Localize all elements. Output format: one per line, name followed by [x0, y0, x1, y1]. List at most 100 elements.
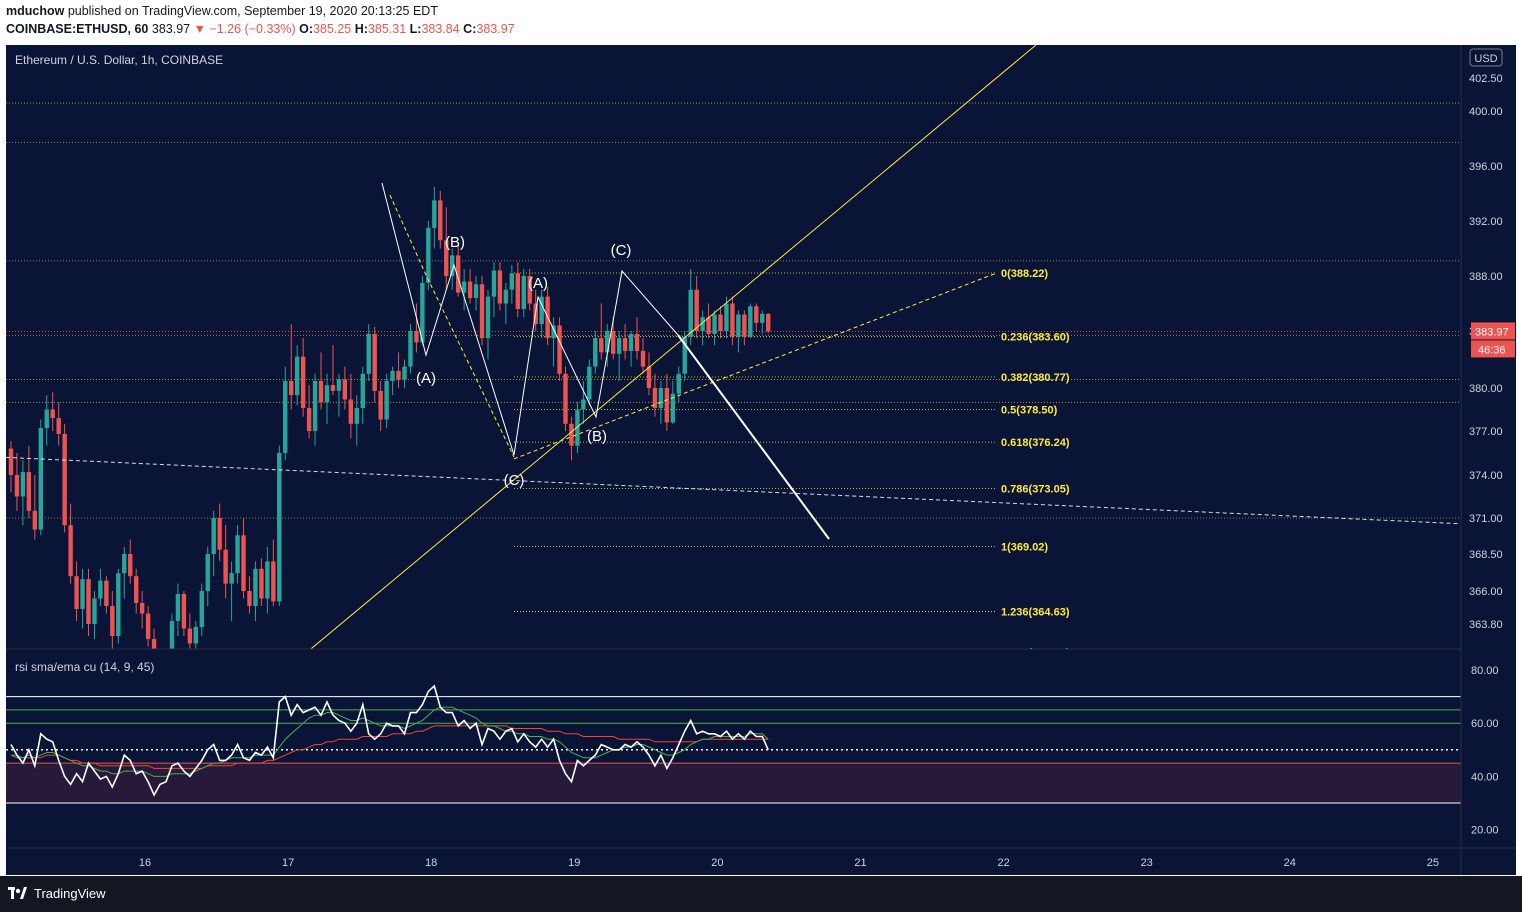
candle-body: [164, 666, 168, 681]
candle-body: [432, 200, 437, 228]
rsi-line: [10, 684, 769, 797]
candle-body: [199, 591, 204, 627]
candle-body: [324, 385, 330, 403]
candle-body: [169, 621, 175, 649]
candle-body: [235, 535, 240, 574]
candle-body: [700, 317, 705, 331]
candle-body: [247, 591, 252, 606]
candle-body: [92, 598, 97, 624]
fib-level-label: 0.5(378.50): [1001, 405, 1058, 417]
chart-title: Ethereum / U.S. Dollar, 1h, COINBASE: [15, 53, 223, 67]
rsi-tick-label: 20.00: [1471, 825, 1499, 837]
candle-body: [50, 409, 55, 419]
candle-body: [670, 393, 676, 423]
price-tick-label: 392.00: [1469, 216, 1503, 228]
candle-body: [485, 296, 491, 339]
candle-body: [581, 399, 586, 410]
candle-body: [384, 380, 389, 420]
candle-body: [360, 373, 365, 409]
candle-body: [563, 373, 568, 424]
fib-retracement[interactable]: 0(388.22) 0.236(383.60) 0.382(380.77) 0.5(3…: [514, 268, 1070, 659]
fib-level-label: 0.786(373.05): [1001, 484, 1070, 496]
wave-abc-path-1: [381, 182, 515, 456]
price-tick-label: 388.00: [1469, 271, 1503, 283]
candle-body: [265, 561, 270, 599]
candle-body: [348, 399, 354, 424]
tradingview-logo-icon: [8, 887, 27, 899]
price-tick-label: 374.00: [1469, 470, 1503, 482]
candle-body: [289, 380, 294, 396]
candle-body: [181, 594, 187, 629]
candle-body: [557, 325, 562, 374]
open-label: O:: [299, 22, 313, 36]
candle-body: [38, 428, 43, 530]
uptrend-line: [310, 45, 1037, 649]
wave-label: (A): [416, 370, 436, 387]
candle-body: [461, 281, 467, 293]
author-name[interactable]: mduchow: [6, 4, 65, 18]
candle-body: [527, 276, 532, 304]
candle-body: [56, 418, 61, 434]
candle-body: [628, 333, 634, 351]
chart-area[interactable]: 0(388.22) 0.236(383.60) 0.382(380.77) 0.5(3…: [6, 45, 1516, 875]
price-tick-label: 377.00: [1469, 426, 1503, 438]
last-price: 383.97: [151, 22, 191, 36]
candle-body: [14, 475, 20, 497]
descending-dashed-line: [6, 456, 1461, 525]
candle-body: [354, 408, 360, 424]
fib-level-label: 1.236(364.63): [1001, 607, 1070, 619]
wave-projection-path: [389, 194, 515, 458]
candle-body: [223, 549, 228, 584]
price-change: −1.26 (−0.33%): [209, 22, 296, 36]
price-tick-label: 402.50: [1469, 73, 1503, 85]
drawings[interactable]: [6, 45, 1461, 653]
wave-label: (A): [528, 275, 548, 292]
time-tick-label: 22: [997, 857, 1009, 869]
candle-body: [8, 448, 14, 475]
rsi-tick-label: 60.00: [1471, 718, 1499, 730]
wave-abc-path-2: [513, 269, 679, 456]
countdown-tag: [1471, 340, 1515, 358]
candle-body: [664, 388, 670, 423]
candle-body: [122, 554, 127, 574]
fib-level-label: 1.382(361.94): [1001, 647, 1070, 659]
candle-body: [342, 379, 348, 400]
fib-level-label: 0.618(376.24): [1001, 437, 1070, 449]
candle-body: [438, 200, 443, 241]
candle-body: [652, 388, 658, 409]
indicator-label: rsi sma/ema cu (14, 9, 45): [15, 660, 154, 674]
wave-labels: (A) (B) (C) (A) (B) (C): [416, 234, 631, 489]
rsi-tick-label: 80.00: [1471, 665, 1499, 677]
candle-body: [730, 303, 735, 337]
candle-body: [402, 366, 407, 380]
candle-body: [766, 313, 771, 332]
candle-body: [676, 373, 681, 394]
rsi-pane[interactable]: [6, 684, 1461, 804]
header: mduchow published on TradingView.com, Se…: [0, 0, 1522, 40]
candle-body: [139, 603, 145, 614]
publish-info: published on TradingView.com, September …: [64, 4, 438, 18]
candle-body: [294, 356, 300, 396]
chart-canvas[interactable]: 0(388.22) 0.236(383.60) 0.382(380.77) 0.5(3…: [6, 45, 1516, 875]
candle-body: [694, 289, 699, 331]
candle-body: [253, 568, 258, 606]
candle-body: [187, 628, 193, 644]
candle-body: [724, 303, 729, 331]
down-arrow-icon: ▼: [193, 22, 206, 36]
candle-body: [145, 613, 151, 639]
time-tick-label: 19: [568, 857, 580, 869]
high-label: H:: [354, 22, 368, 36]
candle-body: [32, 510, 38, 530]
close-label: C:: [463, 22, 477, 36]
candle-body: [682, 336, 687, 374]
candle-body: [587, 366, 592, 400]
price-tick-label: 368.50: [1469, 549, 1503, 561]
candle-body: [372, 333, 377, 391]
candle-body: [754, 306, 759, 323]
last-price-tag: [1471, 322, 1515, 340]
candle-body: [86, 579, 91, 624]
tradingview-brand[interactable]: TradingView: [34, 886, 106, 901]
axes[interactable]: USD402.50400.00396.00392.00388.00384.003…: [6, 45, 1516, 875]
candle-body: [271, 561, 276, 602]
candle-body: [68, 525, 73, 577]
